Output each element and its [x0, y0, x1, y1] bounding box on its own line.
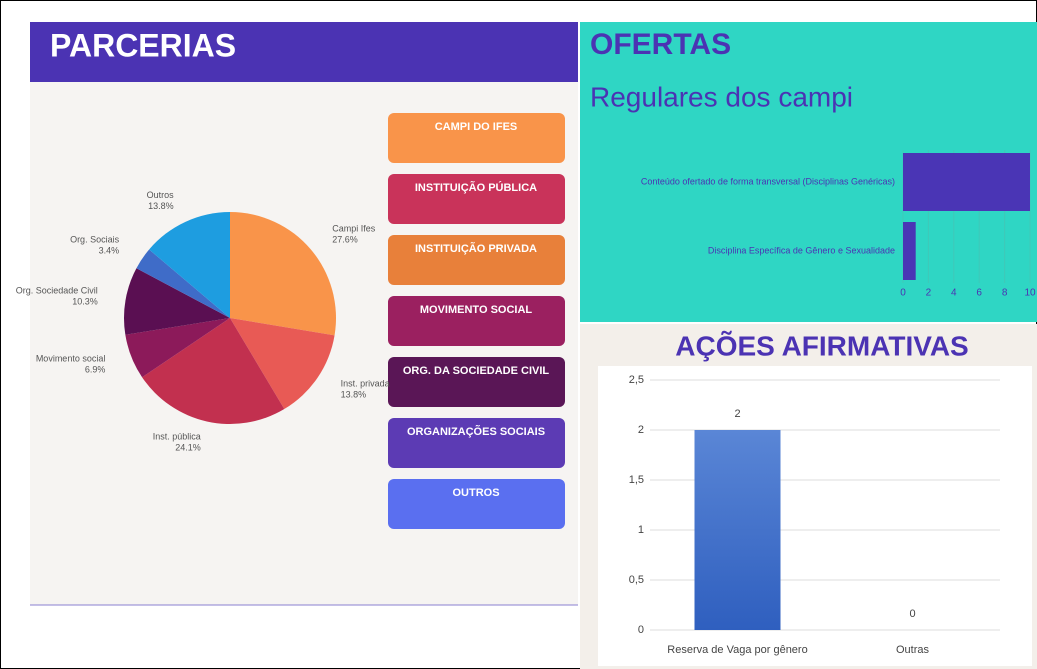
y-tick-label: 2,5	[629, 374, 644, 386]
pie-slice	[142, 318, 285, 425]
category-button[interactable]	[388, 235, 565, 285]
pie-slice	[124, 268, 230, 335]
y-tick-label: Conteúdo ofertado de forma transversal (…	[641, 176, 895, 186]
category-button[interactable]	[388, 479, 565, 529]
button-label: OUTROS	[452, 487, 499, 499]
button-label: ORG. DA SOCIEDADE CIVIL	[403, 365, 550, 377]
x-tick-label: 4	[951, 288, 957, 299]
subtitle: Regulares dos campi	[590, 81, 853, 112]
slice-value: 3.4%	[99, 246, 120, 256]
slice-label: Campi Ifes	[332, 224, 376, 234]
y-tick-label: 2	[638, 424, 644, 436]
slice-label: Inst. privada	[341, 379, 390, 389]
category-button[interactable]	[388, 418, 565, 468]
title: PARCERIAS	[50, 27, 236, 63]
title: OFERTAS	[590, 28, 731, 61]
slice-value: 27.6%	[332, 235, 358, 245]
bar	[903, 222, 916, 280]
x-tick-label: Outras	[896, 644, 930, 656]
data-label: 0	[909, 608, 915, 620]
y-tick-label: 0	[638, 624, 644, 636]
pie-slice	[230, 318, 335, 410]
category-button[interactable]	[388, 357, 565, 407]
slice-value: 13.8%	[148, 201, 174, 211]
slice-value: 24.1%	[175, 442, 201, 452]
chart-area	[598, 366, 1032, 666]
button-label: MOVIMENTO SOCIAL	[420, 304, 533, 316]
title: AÇÕES AFIRMATIVAS	[675, 330, 968, 361]
button-label: ORGANIZAÇÕES SOCIAIS	[407, 425, 545, 438]
y-tick-label: 0,5	[629, 574, 644, 586]
slice-label: Inst. pública	[153, 431, 201, 441]
x-tick-label: 2	[926, 288, 932, 299]
slice-value: 6.9%	[85, 364, 106, 374]
x-tick-label: 10	[1024, 288, 1036, 299]
y-tick-label: 1,5	[629, 474, 644, 486]
x-tick-label: Reserva de Vaga por gênero	[667, 644, 807, 656]
data-label: 2	[734, 408, 740, 420]
slice-value: 13.8%	[341, 390, 367, 400]
y-tick-label: 1	[638, 524, 644, 536]
bar	[694, 430, 781, 630]
slice-label: Org. Sociedade Civil	[16, 285, 98, 295]
category-button[interactable]	[388, 113, 565, 163]
button-label: INSTITUIÇÃO PÚBLICA	[415, 181, 537, 194]
slice-label: Org. Sociais	[70, 235, 120, 245]
pie-slice	[230, 212, 336, 336]
slice-label: Outros	[147, 190, 175, 200]
x-tick-label: 8	[1002, 288, 1008, 299]
pie-slice	[136, 249, 230, 318]
pie-slice	[149, 212, 230, 318]
parcerias-header	[30, 22, 578, 82]
x-tick-label: 6	[976, 288, 982, 299]
x-tick-label: 0	[900, 288, 906, 299]
pie-slice	[125, 318, 230, 378]
category-button[interactable]	[388, 174, 565, 224]
button-label: CAMPI DO IFES	[435, 121, 518, 133]
slice-value: 10.3%	[72, 296, 98, 306]
bar	[903, 153, 1030, 211]
slice-label: Movimento social	[36, 353, 106, 363]
y-tick-label: Disciplina Específica de Gênero e Sexual…	[708, 245, 895, 255]
button-label: INSTITUIÇÃO PRIVADA	[415, 242, 537, 255]
category-button[interactable]	[388, 296, 565, 346]
